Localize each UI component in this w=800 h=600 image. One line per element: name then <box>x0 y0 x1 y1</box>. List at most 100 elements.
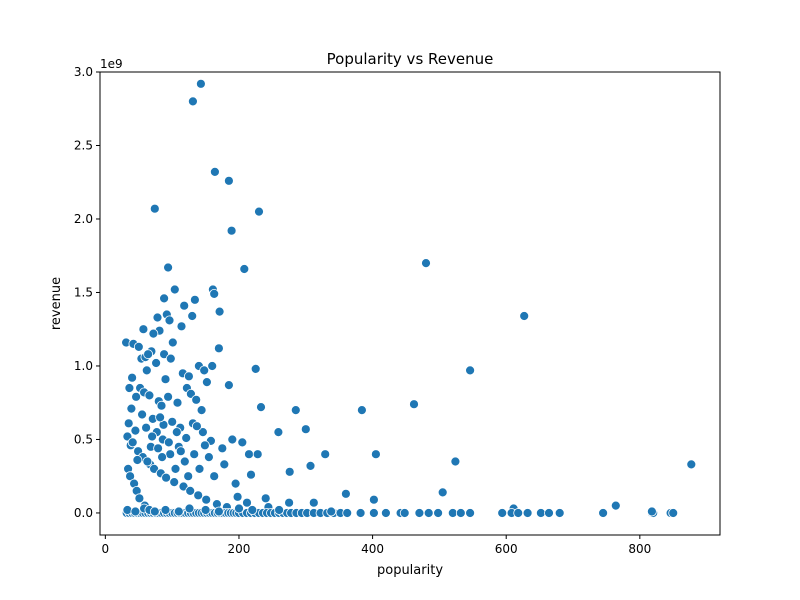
data-point <box>144 390 155 401</box>
data-point <box>151 358 162 368</box>
data-point <box>356 405 367 416</box>
data-point <box>421 258 431 269</box>
data-point <box>179 300 190 311</box>
data-point <box>536 508 546 518</box>
data-point <box>171 427 182 438</box>
data-point <box>213 506 224 517</box>
data-point <box>326 506 337 517</box>
x-axis-label: popularity <box>377 563 443 578</box>
data-point <box>399 508 410 518</box>
data-point <box>130 425 141 436</box>
data-point <box>173 506 184 517</box>
data-point <box>368 508 379 518</box>
data-point <box>455 508 466 518</box>
data-point <box>183 371 194 382</box>
data-point <box>163 391 174 402</box>
data-point <box>232 491 243 502</box>
data-point <box>217 443 228 454</box>
data-point <box>465 365 476 376</box>
data-point <box>195 78 206 89</box>
data-point <box>223 380 234 391</box>
data-point <box>152 312 163 323</box>
data-point <box>252 449 263 460</box>
data-point <box>598 508 608 518</box>
plot-frame <box>99 71 721 536</box>
data-point <box>160 505 171 515</box>
data-point <box>668 508 679 518</box>
data-point <box>219 459 230 470</box>
data-point <box>127 372 138 383</box>
data-point <box>437 487 448 498</box>
data-point <box>187 96 198 107</box>
data-point <box>201 377 212 388</box>
data-point <box>209 166 220 177</box>
data-point <box>423 508 434 518</box>
data-point <box>305 460 316 471</box>
data-point <box>209 471 220 482</box>
data-point <box>167 337 178 348</box>
data-point <box>368 494 379 505</box>
data-point <box>134 493 145 504</box>
data-point <box>141 422 152 433</box>
data-point <box>308 497 319 508</box>
data-point <box>160 374 171 385</box>
data-point <box>300 424 311 435</box>
y-tick-label: 2.5 <box>74 138 93 152</box>
data-point <box>159 293 170 304</box>
data-point <box>148 328 159 339</box>
data-point <box>183 471 194 482</box>
data-point <box>149 506 160 517</box>
x-tick-label: 400 <box>361 542 384 556</box>
data-point <box>163 437 174 448</box>
data-point <box>191 421 202 432</box>
x-axis: 0 200 400 600 800 <box>102 535 651 556</box>
y-tick-label: 1.5 <box>74 285 93 299</box>
data-point <box>250 363 261 374</box>
data-point <box>153 443 164 454</box>
data-point <box>123 418 134 429</box>
data-point <box>200 505 211 515</box>
data-point <box>194 463 205 474</box>
data-point <box>193 490 204 501</box>
data-point <box>433 508 444 518</box>
data-point <box>126 403 137 414</box>
data-point <box>497 508 508 518</box>
data-point <box>522 508 533 518</box>
data-point <box>143 349 154 360</box>
data-point <box>544 508 554 518</box>
data-point <box>187 311 198 321</box>
data-point <box>125 471 136 482</box>
data-point <box>370 449 381 460</box>
data-point <box>686 459 697 470</box>
data-point <box>155 412 166 423</box>
data-point <box>226 225 237 236</box>
data-point <box>164 315 175 326</box>
data-point <box>142 456 153 467</box>
data-point <box>189 449 200 460</box>
data-point <box>176 321 187 332</box>
data-point <box>213 343 224 354</box>
data-point <box>260 493 271 504</box>
data-point <box>185 485 196 496</box>
x-tick-label: 0 <box>102 542 110 556</box>
x-tick-label: 200 <box>228 542 251 556</box>
x-tick-label: 600 <box>495 542 518 556</box>
data-point <box>647 506 657 517</box>
y-tick-label: 0.0 <box>74 506 93 520</box>
data-point <box>223 175 234 186</box>
data-point <box>181 433 192 443</box>
data-point <box>242 497 252 508</box>
data-point <box>131 391 142 402</box>
data-point <box>246 469 256 480</box>
data-point <box>554 508 565 518</box>
data-point <box>197 427 208 438</box>
data-point <box>169 284 180 295</box>
data-point <box>203 452 214 463</box>
data-point <box>132 455 143 465</box>
data-point <box>519 311 530 321</box>
data-point <box>380 508 391 518</box>
data-point <box>138 324 149 335</box>
data-point <box>163 262 174 273</box>
data-point <box>170 463 181 474</box>
data-point <box>290 405 301 416</box>
